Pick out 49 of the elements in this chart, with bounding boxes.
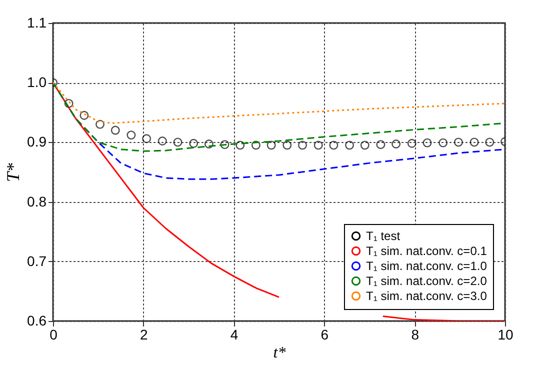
point — [422, 138, 432, 148]
point — [126, 130, 136, 140]
point — [220, 140, 230, 150]
y-tick-label: 1.0 — [27, 74, 47, 90]
x-tick-label: 8 — [411, 326, 420, 342]
point — [345, 140, 354, 150]
point — [204, 140, 214, 148]
point — [329, 140, 338, 150]
y-tick-label: 0.7 — [27, 252, 47, 269]
point — [236, 140, 245, 150]
y-tick-label: 0.9 — [27, 134, 47, 150]
point — [392, 140, 401, 148]
x-tick-label: 6 — [320, 326, 329, 342]
legend-label: T₁ sim. nat.conv. c=0.1 — [366, 244, 488, 258]
point — [314, 140, 323, 150]
y-tick-label: 0.6 — [27, 312, 47, 328]
point — [376, 140, 386, 150]
legend-label: T₁ sim. nat.conv. c=2.0 — [366, 274, 488, 288]
point — [454, 138, 463, 147]
point — [96, 120, 104, 129]
point — [282, 140, 292, 150]
point — [485, 138, 494, 147]
point — [173, 138, 182, 147]
point — [251, 140, 260, 150]
legend-label: T₁ sim. nat.conv. c=1.0 — [366, 259, 488, 273]
y-tick-label: 1.1 — [27, 14, 47, 30]
point — [438, 138, 448, 148]
point — [470, 138, 479, 147]
point — [360, 140, 370, 150]
x-tick-label: 10 — [498, 326, 514, 342]
x-tick-label: 4 — [230, 326, 238, 342]
y-tick-label: 0.8 — [27, 193, 47, 210]
line-series — [53, 82, 505, 124]
point — [80, 110, 89, 120]
x-tick-label: 2 — [140, 326, 148, 342]
point — [407, 138, 416, 148]
point — [64, 98, 74, 108]
point — [266, 140, 276, 150]
line-series — [53, 82, 505, 152]
legend-label: T₁ test — [366, 229, 401, 243]
x-axis-title: t* — [273, 344, 286, 362]
legend-label: T₁ sim. nat.conv. c=3.0 — [366, 289, 488, 303]
y-axis-title: T* — [3, 162, 24, 182]
point — [158, 136, 167, 146]
point — [110, 126, 120, 135]
point — [298, 140, 307, 150]
x-tick-label: 0 — [50, 326, 58, 342]
point — [142, 134, 152, 144]
point — [189, 138, 198, 148]
